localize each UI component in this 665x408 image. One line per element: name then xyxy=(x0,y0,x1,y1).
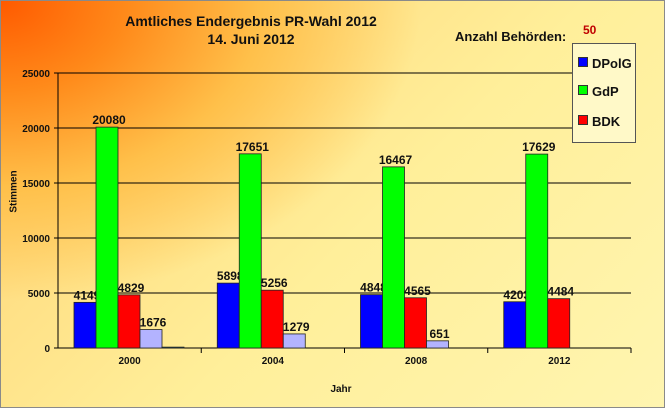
agency-count-label: Anzahl Behörden: xyxy=(455,29,567,44)
bar xyxy=(282,333,306,349)
legend-label: BDK xyxy=(592,114,621,129)
bar xyxy=(216,282,240,349)
data-label: 5256 xyxy=(261,276,288,290)
y-tick-label: 5000 xyxy=(28,289,51,300)
bar xyxy=(426,340,449,349)
legend-swatch xyxy=(578,57,588,67)
data-label: 4149 xyxy=(74,288,101,302)
x-tick-label: 2012 xyxy=(548,356,571,367)
data-label: 1676 xyxy=(140,316,167,330)
x-tick-label: 2008 xyxy=(405,356,428,367)
data-label: 5898 xyxy=(217,269,244,283)
bar xyxy=(382,166,405,349)
bar xyxy=(360,294,383,349)
legend: DPolG GdP BDK xyxy=(572,43,636,143)
bar xyxy=(117,294,141,349)
agency-count-value: 50 xyxy=(583,23,597,37)
data-label: 651 xyxy=(429,327,449,341)
data-label: 4565 xyxy=(404,284,431,298)
data-label: 16467 xyxy=(379,153,413,167)
legend-swatch xyxy=(578,85,588,95)
chart-subtitle: 14. Juni 2012 xyxy=(207,31,295,47)
bar xyxy=(547,298,571,349)
y-tick-label: 25000 xyxy=(22,69,50,80)
legend-label: GdP xyxy=(592,84,619,99)
data-label: 20080 xyxy=(92,113,126,127)
x-tick-label: 2000 xyxy=(119,356,142,367)
y-tick-label: 10000 xyxy=(22,234,50,245)
data-label: 17651 xyxy=(236,140,270,154)
y-axis-label: Stimmen xyxy=(8,170,20,213)
y-tick-label: 20000 xyxy=(22,124,50,135)
bar xyxy=(95,126,119,349)
bar xyxy=(260,289,284,349)
data-label: 1279 xyxy=(283,320,310,334)
bar xyxy=(238,153,262,349)
bar xyxy=(404,297,427,349)
legend-swatch xyxy=(578,115,588,125)
bar xyxy=(503,301,527,349)
data-label: 4848 xyxy=(360,281,387,295)
data-label: 4484 xyxy=(547,285,574,299)
y-tick-label: 0 xyxy=(44,344,50,355)
chart-title: Amtliches Endergebnis PR-Wahl 2012 xyxy=(125,13,377,29)
legend-item-dpolg: DPolG xyxy=(578,56,632,71)
bar xyxy=(161,346,185,349)
bar xyxy=(525,153,549,349)
legend-label: DPolG xyxy=(592,56,632,71)
y-tick-label: 15000 xyxy=(22,179,50,190)
x-tick-label: 2004 xyxy=(262,356,285,367)
data-label: 4203 xyxy=(503,288,530,302)
legend-item-bdk: BDK xyxy=(578,114,621,129)
data-label: 17629 xyxy=(522,140,556,154)
data-label: 4829 xyxy=(118,281,145,295)
x-axis-label: Jahr xyxy=(330,384,352,395)
bar xyxy=(73,301,97,349)
bar xyxy=(139,329,163,349)
legend-item-gdp: GdP xyxy=(578,84,619,99)
